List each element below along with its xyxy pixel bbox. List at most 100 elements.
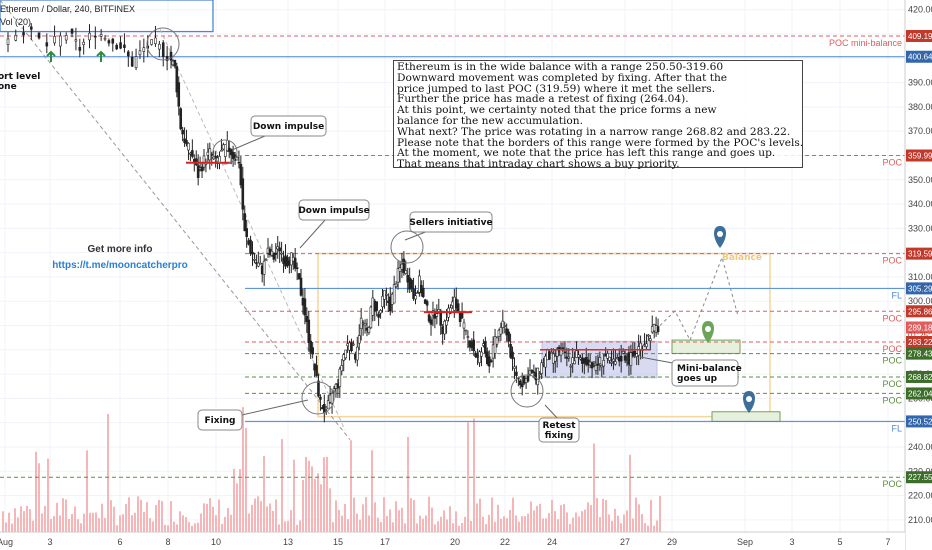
up-arrow-icon — [96, 50, 106, 62]
volume-bar — [215, 515, 217, 532]
level-name: POC — [882, 313, 902, 323]
target-zone-lower — [711, 411, 781, 422]
down-impulse-1-label: Down impulse — [253, 122, 324, 132]
price-badge-text: 409.19 — [908, 32, 932, 41]
price-badge-text: 319.59 — [908, 250, 932, 259]
candle-body — [404, 270, 408, 274]
xaxis-background — [0, 532, 905, 550]
volume-bar — [320, 484, 322, 532]
volume-bar — [593, 443, 595, 532]
candle-body — [340, 365, 344, 372]
highlight-circle — [510, 374, 544, 408]
volume-bar — [641, 514, 643, 532]
countdown-text: 01:25:33 — [908, 331, 932, 340]
volume-bar — [203, 503, 205, 532]
analysis-line: At the moment, we note that the price ha… — [397, 147, 776, 160]
volume-bar — [182, 515, 184, 532]
volume-bar — [590, 504, 592, 532]
y-tick-label: 210.00 — [908, 515, 932, 525]
candle-body — [82, 41, 85, 46]
volume-bar — [359, 519, 361, 532]
x-tick-label: 3 — [47, 537, 52, 547]
volume-bar — [587, 502, 589, 532]
volume-bar — [179, 511, 181, 532]
candle-body — [416, 292, 419, 294]
candle-body — [315, 365, 318, 376]
volume-bar — [71, 513, 73, 532]
volume-bar — [581, 511, 583, 532]
candle-body — [181, 129, 184, 135]
volume-bar — [602, 498, 604, 532]
volume-bar — [578, 516, 580, 532]
volume-bar — [416, 523, 418, 532]
volume-bar — [248, 513, 250, 532]
candle-body — [623, 355, 627, 361]
candle-body — [538, 373, 541, 375]
price-badge — [906, 335, 932, 348]
candle-body — [610, 361, 613, 364]
candle-body — [350, 342, 353, 352]
candle-body — [111, 38, 115, 44]
volume-bar — [23, 511, 25, 532]
candle-body — [295, 267, 299, 270]
highlight-circle — [390, 230, 424, 264]
volume-bar — [656, 520, 658, 532]
volume-bar — [188, 521, 190, 532]
volume-bar — [62, 498, 64, 532]
analysis-text-box: Ethereum is in the wide balance with a r… — [393, 60, 803, 169]
volume-bar — [527, 513, 529, 532]
volume-bar — [29, 509, 31, 532]
candle-body — [398, 267, 402, 272]
candle-body — [466, 336, 470, 338]
candle-body — [305, 315, 309, 323]
candle-body — [513, 366, 516, 369]
price-badge-text: 359.99 — [908, 151, 932, 160]
candle-body — [594, 365, 598, 371]
volume-bar — [344, 504, 346, 532]
info-link[interactable]: https://t.me/mooncatcherpro — [52, 260, 188, 271]
x-tick-label: 20 — [450, 537, 460, 547]
price-badge — [906, 149, 932, 162]
volume-bar — [161, 501, 163, 532]
candle-body — [103, 37, 107, 40]
volume-bar — [413, 500, 415, 532]
candle-body — [639, 342, 642, 350]
axis-background — [905, 0, 932, 550]
volume-bar — [560, 505, 562, 532]
candle-body — [418, 275, 421, 293]
target-marker-icon-dot — [717, 231, 723, 237]
price-badge-text: 262.04 — [908, 389, 932, 398]
candle-body — [258, 262, 262, 265]
volume-bar — [302, 479, 304, 532]
volume-bar — [503, 516, 505, 532]
candle-body — [278, 247, 281, 252]
x-tick-label: 27 — [620, 537, 630, 547]
highlight-circle — [212, 139, 238, 165]
volume-bar — [533, 510, 535, 532]
candle-body — [107, 40, 111, 44]
candle-body — [511, 351, 514, 360]
candle-body — [456, 303, 460, 313]
volume-bar — [572, 517, 574, 532]
volume-bar — [395, 501, 397, 532]
volume-bar — [476, 503, 478, 532]
volume-bar — [134, 512, 136, 532]
candle-body — [520, 383, 524, 388]
candle-body — [439, 310, 443, 326]
candle-body — [518, 380, 522, 386]
volume-bar — [455, 511, 457, 532]
volume-bar — [566, 512, 568, 532]
candle-body — [472, 339, 476, 352]
volume-bar — [80, 523, 82, 532]
candle-body — [243, 213, 247, 231]
candle-body — [614, 361, 617, 365]
volume-bar — [425, 515, 427, 532]
info-title: Get more info — [87, 244, 153, 255]
candle-body — [501, 320, 505, 328]
y-tick-label: 220.00 — [908, 491, 932, 501]
candle-body — [532, 371, 536, 374]
volume-bar — [494, 521, 496, 532]
support-zone-box — [0, 0, 214, 33]
candle-body — [484, 341, 487, 354]
candle-body — [569, 365, 573, 368]
